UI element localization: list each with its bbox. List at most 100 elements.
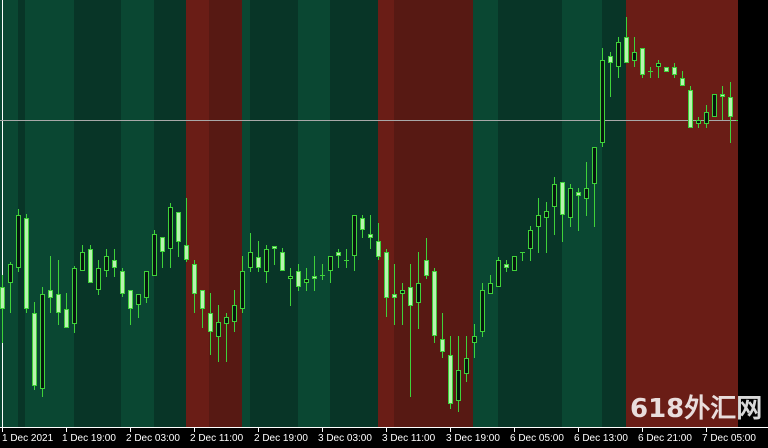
candle xyxy=(176,212,181,257)
candle-body-bear xyxy=(424,260,429,276)
candle xyxy=(656,60,661,78)
candle-body-bull xyxy=(472,336,477,343)
candle xyxy=(224,313,229,362)
candle-body-bull xyxy=(96,268,101,290)
candle-body-bull xyxy=(512,256,517,271)
candle-body-bull xyxy=(536,215,541,227)
candle-body-bear xyxy=(576,192,581,196)
candle xyxy=(40,287,45,397)
candle xyxy=(352,215,357,271)
candle xyxy=(56,260,61,325)
candle-body-bull xyxy=(584,188,589,199)
candle-body-bull xyxy=(264,249,269,272)
candle-body-bull xyxy=(488,283,493,294)
candle xyxy=(152,230,157,276)
candle-body-bear xyxy=(48,290,53,298)
candle xyxy=(520,252,525,261)
candle-body-bull xyxy=(456,370,461,401)
session-band xyxy=(498,0,562,427)
candle-body-bull xyxy=(496,260,501,287)
x-tick-label: 2 Dec 11:00 xyxy=(190,433,244,444)
candle xyxy=(544,202,549,253)
candle xyxy=(312,256,317,291)
candle-body-bull xyxy=(464,358,469,374)
candle-body-bear xyxy=(0,287,5,309)
session-band xyxy=(602,0,626,427)
candle-body-bear xyxy=(128,290,133,309)
candle-body-bull xyxy=(80,252,85,271)
candle xyxy=(344,249,349,268)
candle-body-bear xyxy=(728,97,733,117)
candle xyxy=(232,290,237,332)
candle-body-bear xyxy=(368,234,373,238)
candle xyxy=(728,82,733,143)
right-margin xyxy=(738,0,768,427)
candle xyxy=(376,223,381,260)
candle-body-bear xyxy=(432,271,437,336)
candle-body-bear xyxy=(184,245,189,260)
candle-body-bear xyxy=(680,78,685,86)
candle-body-bull xyxy=(224,317,229,324)
candle-body-bull xyxy=(528,230,533,249)
candle-body-bull xyxy=(696,120,701,124)
candle xyxy=(88,245,93,283)
candle xyxy=(568,184,573,227)
candle-body-bull xyxy=(40,294,45,389)
session-band xyxy=(209,0,242,427)
candle xyxy=(608,52,613,97)
candle xyxy=(416,252,421,329)
candle-body-bull xyxy=(480,290,485,332)
x-tick-label: 6 Dec 13:00 xyxy=(574,433,628,444)
candle xyxy=(560,182,565,242)
candle xyxy=(216,305,221,362)
candle xyxy=(0,275,5,343)
candle-body-bull xyxy=(152,234,157,276)
candle xyxy=(264,245,269,283)
candle-body-bear xyxy=(688,90,693,128)
candle xyxy=(208,293,213,355)
candle-body-bull xyxy=(144,271,149,298)
candle-body-bear xyxy=(88,249,93,283)
candle xyxy=(368,215,373,249)
x-tick-label: 2 Dec 19:00 xyxy=(254,433,308,444)
session-band xyxy=(330,0,378,427)
candle xyxy=(296,264,301,291)
candle xyxy=(128,290,133,325)
candle xyxy=(192,260,197,313)
candle xyxy=(184,198,189,262)
candle-body-bull xyxy=(592,147,597,184)
candle xyxy=(440,313,445,358)
candle xyxy=(280,248,285,271)
candle-body-bull xyxy=(632,52,637,61)
x-tick-label: 6 Dec 05:00 xyxy=(510,433,564,444)
candle-body-bull xyxy=(232,305,237,322)
candle xyxy=(200,290,205,328)
candle xyxy=(616,37,621,78)
candle-body-bear xyxy=(608,56,613,63)
candle-body-bear xyxy=(160,237,165,252)
candle xyxy=(712,94,717,117)
candle xyxy=(304,268,309,291)
candle-body-bull xyxy=(72,268,77,324)
candle xyxy=(448,336,453,409)
candle-body-bull xyxy=(400,290,405,294)
candle-body-bull xyxy=(568,188,573,218)
candle-body-bear xyxy=(664,67,669,72)
candle xyxy=(536,198,541,253)
candle xyxy=(432,268,437,343)
x-tick-label: 3 Dec 03:00 xyxy=(318,433,372,444)
session-band xyxy=(121,0,154,427)
candle-body-bear xyxy=(312,276,317,279)
candle xyxy=(496,257,501,287)
candle xyxy=(48,256,53,313)
candle-body-bear xyxy=(272,246,277,249)
candle-body-bull xyxy=(304,279,309,283)
candle xyxy=(384,249,389,317)
candle xyxy=(424,238,429,279)
session-band xyxy=(378,0,394,427)
candle-body-bear xyxy=(360,218,365,230)
candle xyxy=(720,86,725,120)
candle xyxy=(680,71,685,86)
